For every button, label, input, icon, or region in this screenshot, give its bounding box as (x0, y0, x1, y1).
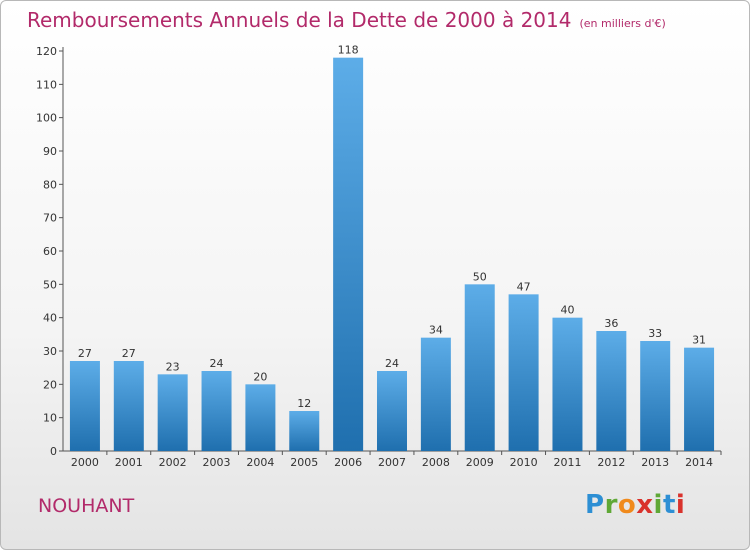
bar (69, 361, 100, 451)
bar-value-label: 34 (429, 324, 443, 337)
bar-value-label: 33 (648, 327, 662, 340)
bars (69, 57, 715, 452)
y-tick-label: 60 (43, 245, 57, 258)
bar-value-label: 27 (122, 347, 136, 360)
town-name: NOUHANT (38, 495, 135, 517)
x-tick-label: 2003 (203, 456, 231, 469)
bar (596, 331, 627, 451)
x-tick-label: 2001 (115, 456, 143, 469)
x-tick-label: 2013 (641, 456, 669, 469)
y-tick-label: 120 (36, 45, 57, 58)
x-tick-label: 2007 (378, 456, 406, 469)
chart-title-block: Remboursements Annuels de la Dette de 20… (27, 8, 666, 32)
y-tick-label: 20 (43, 378, 57, 391)
y-tick-label: 50 (43, 278, 57, 291)
logo-letter: i (653, 490, 663, 520)
x-tick-label: 2008 (422, 456, 450, 469)
logo-letter: x (636, 490, 654, 520)
bar-value-label: 12 (297, 397, 311, 410)
bar (157, 374, 188, 451)
bar (333, 57, 364, 452)
bar (684, 347, 715, 451)
bar (420, 337, 451, 451)
y-tick-label: 0 (50, 445, 57, 458)
bar-value-label: 24 (385, 357, 399, 370)
x-tick-label: 2012 (597, 456, 625, 469)
x-tick-label: 2011 (553, 456, 581, 469)
x-tick-label: 2000 (71, 456, 99, 469)
bar (289, 411, 320, 451)
bar-value-label: 50 (473, 270, 487, 283)
x-tick-label: 2009 (466, 456, 494, 469)
x-tick-label: 2005 (290, 456, 318, 469)
bar-value-label: 24 (210, 357, 224, 370)
chart-subtitle: (en milliers d'€) (579, 17, 666, 30)
bar-value-label: 31 (692, 334, 706, 347)
logo-letter: i (675, 490, 686, 520)
y-tick-label: 100 (36, 112, 57, 125)
logo-letter: P (585, 490, 605, 520)
x-tick-label: 2006 (334, 456, 362, 469)
x-tick-label: 2002 (159, 456, 187, 469)
bar-value-label: 47 (517, 280, 531, 293)
bar (113, 361, 144, 451)
data-labels: 27 27 23 24 20 12 118 24 34 50 47 40 36 33 31 (78, 44, 706, 410)
y-tick-label: 110 (36, 78, 57, 91)
bar (201, 371, 232, 451)
bar-value-label: 40 (560, 304, 574, 317)
x-tick-label: 2014 (685, 456, 713, 469)
y-tick-label: 10 (43, 412, 57, 425)
bar (464, 284, 495, 451)
x-tick-label: 2004 (246, 456, 274, 469)
bar (245, 384, 276, 451)
y-tick-label: 30 (43, 345, 57, 358)
bar (640, 341, 671, 451)
logo-letter: r (604, 490, 618, 520)
bar (552, 317, 583, 451)
axes: 0 10 20 30 40 50 60 70 80 90 100 110 120 2000 2001 2002… (36, 45, 722, 469)
logo-letter: t (662, 490, 676, 520)
bar-value-label: 23 (166, 360, 180, 373)
bar (508, 294, 539, 451)
bar (377, 371, 407, 451)
y-tick-label: 80 (43, 178, 57, 191)
y-tick-label: 90 (43, 145, 57, 158)
x-tick-label: 2010 (510, 456, 538, 469)
bar-value-label: 118 (338, 44, 359, 57)
bar-value-label: 36 (604, 317, 618, 330)
chart-title: Remboursements Annuels de la Dette de 20… (27, 8, 572, 32)
y-tick-label: 40 (43, 312, 57, 325)
bar-value-label: 20 (253, 370, 267, 383)
proxiti-logo: Proxiti (585, 490, 685, 520)
bar-value-label: 27 (78, 347, 92, 360)
logo-letter: o (617, 490, 637, 520)
y-tick-label: 70 (43, 212, 57, 225)
